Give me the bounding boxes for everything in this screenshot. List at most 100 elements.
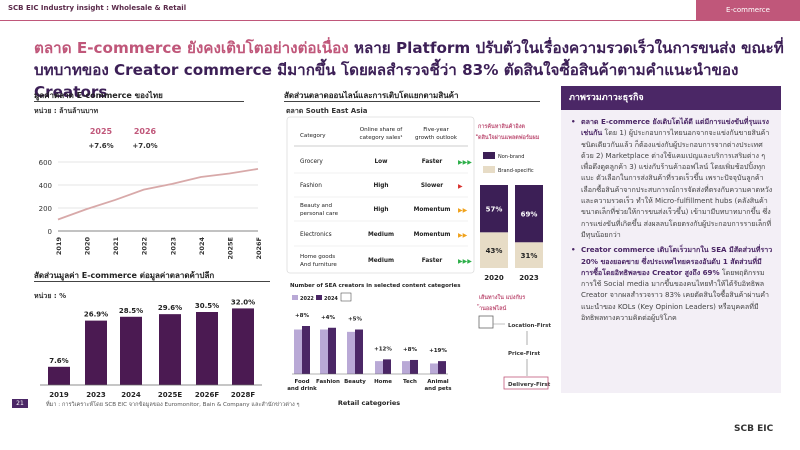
x-tick-label: 2025E bbox=[226, 237, 234, 260]
bar-category-label: 2023 bbox=[86, 391, 106, 399]
row-category: personal care bbox=[300, 211, 339, 217]
value-line bbox=[57, 168, 259, 221]
x-tick-label: 2023 bbox=[169, 237, 177, 255]
bar-2022 bbox=[320, 329, 328, 374]
table-header: Online share of bbox=[360, 127, 404, 133]
bar-value-label: 32.0% bbox=[231, 298, 255, 306]
sea-market-label: ตลาด South East Asia bbox=[286, 107, 368, 115]
top-bar: SCB EIC Industry insight : Wholesale & R… bbox=[0, 0, 800, 20]
legend-label: 2022 bbox=[300, 296, 314, 302]
path-step-label: Location-First bbox=[508, 323, 551, 329]
growth-label: +12% bbox=[374, 346, 392, 352]
business-overview-header: ภาพรวมภาวะธุรกิจ bbox=[561, 86, 781, 110]
segment-label: 31% bbox=[521, 252, 538, 260]
chart-title: Number of SEA creators in selected conte… bbox=[290, 283, 461, 289]
path-step-label: Price-First bbox=[508, 351, 541, 357]
category-label: and pets bbox=[424, 386, 452, 392]
row-category: Home goods bbox=[300, 254, 335, 260]
growth-label: +19% bbox=[429, 348, 447, 354]
chart-subtitle: ัดสินใจผ่านแพลตฟอร์มผม bbox=[475, 133, 540, 141]
row-growth: Faster bbox=[422, 159, 443, 165]
bullet-2-bold: Creator commerce เติบโตเร็วมากใน SEA มีส… bbox=[581, 245, 773, 277]
row-share: Low bbox=[374, 159, 388, 165]
category-label: Beauty bbox=[344, 379, 366, 385]
bar-category-label: 2028F bbox=[231, 391, 255, 399]
ecom-share-title: สัดส่วนมูลค่า E-commerce ต่อมูลค่าตลาดค้… bbox=[34, 271, 215, 280]
segment-label: 57% bbox=[486, 206, 503, 214]
creators-chart: Number of SEA creators in selected conte… bbox=[287, 283, 461, 407]
y-tick-label: 400 bbox=[39, 182, 52, 190]
annotation-growth: +7.6% bbox=[88, 142, 113, 150]
page-headline: ตลาด E-commerce ยังคงเติบโตอย่างต่อเนื่อ… bbox=[34, 37, 784, 103]
brand-search-chart: การค้นหาสินค้าอิงตัดสินใจผ่านแพลตฟอร์มผม… bbox=[475, 122, 543, 282]
source-note: ที่มา : การวิเคราะห์โดย SCB EIC จากข้อมู… bbox=[46, 402, 300, 408]
row-category: And furniture bbox=[300, 262, 337, 268]
scb-eic-logo: SCB EIC bbox=[734, 424, 774, 434]
category-label: Fashion bbox=[316, 379, 340, 385]
ecom-share-chart: 7.6% 2019 26.9% 2023 28.5% 2024 29.6% 2025E 30.5… bbox=[40, 298, 262, 399]
legend-label: 2024 bbox=[324, 296, 338, 302]
page-number: 21 bbox=[12, 399, 28, 408]
growth-label: +8% bbox=[295, 313, 309, 319]
category-label: and drink bbox=[287, 386, 317, 392]
share-bar bbox=[196, 312, 218, 385]
bar-2022 bbox=[347, 331, 355, 374]
share-bar bbox=[48, 366, 70, 385]
share-bar bbox=[232, 308, 254, 385]
title-underline bbox=[34, 281, 270, 282]
legend-swatch bbox=[316, 295, 322, 300]
bar-2024 bbox=[302, 326, 310, 374]
y-tick-label: 0 bbox=[48, 228, 52, 236]
category-label: Home bbox=[374, 379, 392, 385]
bar-value-label: 7.6% bbox=[49, 357, 68, 365]
share-bar bbox=[159, 314, 181, 385]
row-category: Fashion bbox=[300, 183, 322, 189]
store-icon bbox=[478, 315, 494, 329]
segment-label: 69% bbox=[521, 211, 538, 219]
x-axis-title: Retail categories bbox=[338, 399, 400, 407]
bar-category-label: 2020 bbox=[484, 274, 504, 282]
ecom-value-chart: 0 200 400 600 2019 2020 2021 2022 2023 2024 2025E 2… bbox=[39, 127, 263, 260]
row-share: Medium bbox=[368, 258, 394, 264]
delivery-first-box bbox=[503, 376, 549, 390]
bar-category-label: 2024 bbox=[121, 391, 141, 399]
ecom-value-unit: หน่วย : ล้านล้านบาท bbox=[34, 107, 99, 115]
bar-category-label: 2019 bbox=[49, 391, 69, 399]
bar-value-label: 30.5% bbox=[195, 302, 219, 310]
category-label: Animal bbox=[427, 379, 448, 385]
section-tag: E-commerce bbox=[696, 0, 800, 20]
row-growth: Faster bbox=[422, 258, 443, 264]
top-divider bbox=[0, 20, 800, 21]
growth-label: +4% bbox=[321, 315, 335, 321]
growth-legend-box bbox=[340, 292, 352, 302]
growth-arrow-icon: ▶ bbox=[458, 183, 463, 190]
headline-rest: หลาย Platform ปรับตัวในเรื่องความรวดเร็ว… bbox=[34, 39, 784, 101]
headline-highlight: ตลาด E-commerce ยังคงเติบโตอย่างต่อเนื่อ… bbox=[34, 39, 349, 57]
title-underline bbox=[34, 101, 244, 102]
non-brand-segment bbox=[480, 185, 508, 233]
bullet-1-text: โดย 1) ผู้ประกอบการไทยนอกจากจะแข่งกันขาย… bbox=[581, 128, 773, 239]
share-bar bbox=[120, 316, 142, 385]
bar-2022 bbox=[430, 363, 438, 374]
legend-swatch bbox=[292, 295, 298, 300]
chart-subtitle: การค้นหาสินค้าอิงต bbox=[478, 122, 525, 130]
x-tick-label: 2020 bbox=[84, 237, 92, 256]
overview-bullet-1: ตลาด E-commerce ยังเติบโตได้ดี แต่มีการแ… bbox=[569, 116, 773, 240]
share-bar bbox=[85, 320, 107, 385]
row-growth: Momentum bbox=[414, 232, 451, 238]
table-header: Category bbox=[300, 133, 326, 139]
annotation-growth: +7.0% bbox=[132, 142, 157, 150]
table-frame bbox=[286, 116, 475, 274]
bar-2024 bbox=[410, 359, 418, 374]
growth-arrow-icon: ▶▶▶ bbox=[458, 258, 472, 265]
y-tick-label: 600 bbox=[39, 159, 52, 167]
legend-swatch bbox=[483, 152, 495, 159]
path-step-label: Delivery-First bbox=[508, 382, 551, 388]
growth-label: +8% bbox=[403, 347, 417, 353]
table-header: growth outlook bbox=[415, 135, 458, 141]
growth-arrow-icon: ▶▶▶ bbox=[458, 159, 472, 166]
row-share: High bbox=[373, 183, 388, 189]
non-brand-segment bbox=[515, 185, 543, 243]
purchase-path-diagram: เส้นทางใน แบ่งกับร้านออฟไลน์ Location-Fir… bbox=[477, 293, 551, 390]
report-label: SCB EIC Industry insight : Wholesale & R… bbox=[8, 4, 187, 12]
